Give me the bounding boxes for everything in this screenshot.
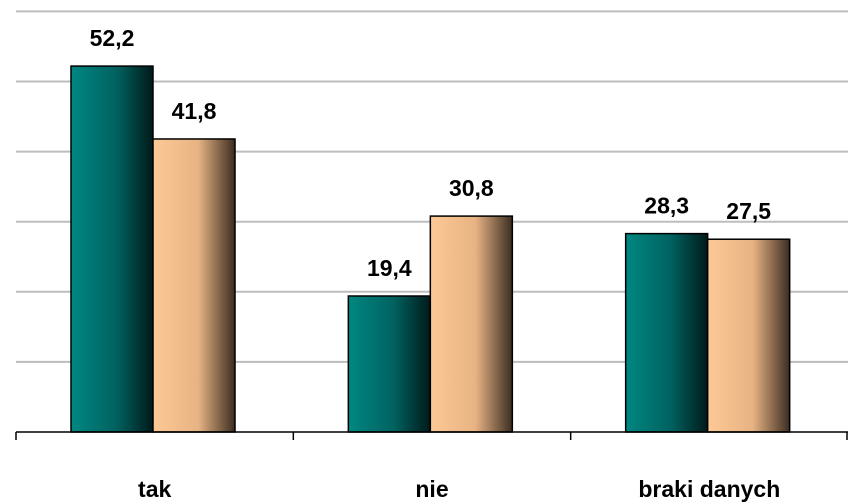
category-label-braki-danych: braki danych: [638, 476, 780, 502]
bar-tak-series1: [70, 65, 154, 433]
value-label-braki-danych-series2: 27,5: [726, 198, 771, 224]
category-label-nie: nie: [415, 476, 448, 502]
bar-tak-series2: [152, 138, 236, 433]
value-label-tak-series2: 41,8: [172, 98, 217, 124]
value-label-nie-series1: 19,4: [367, 255, 412, 281]
category-label-tak: tak: [138, 476, 171, 502]
value-label-braki-danych-series1: 28,3: [644, 193, 689, 219]
value-label-tak-series1: 52,2: [90, 25, 135, 51]
bar-braki-danych-series1: [624, 232, 709, 433]
x-axis: tak nie braki danych: [15, 431, 848, 502]
value-label-nie-series2: 30,8: [449, 175, 494, 201]
bar-braki-danych-series2: [706, 238, 791, 433]
data-labels: 52,2 41,8 19,4 30,8 28,3 27,5: [90, 25, 772, 281]
bar-nie-series2: [429, 215, 514, 433]
bar-nie-series1: [347, 295, 432, 433]
bars: [70, 65, 791, 433]
